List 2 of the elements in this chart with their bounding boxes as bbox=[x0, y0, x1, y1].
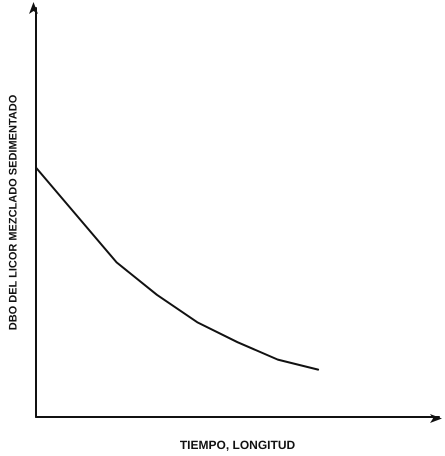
x-axis-title: TIEMPO, LONGITUD bbox=[180, 438, 296, 452]
y-axis-title: DBO DEL LICOR MEZCLADO SEDIMENTADO bbox=[8, 94, 20, 330]
